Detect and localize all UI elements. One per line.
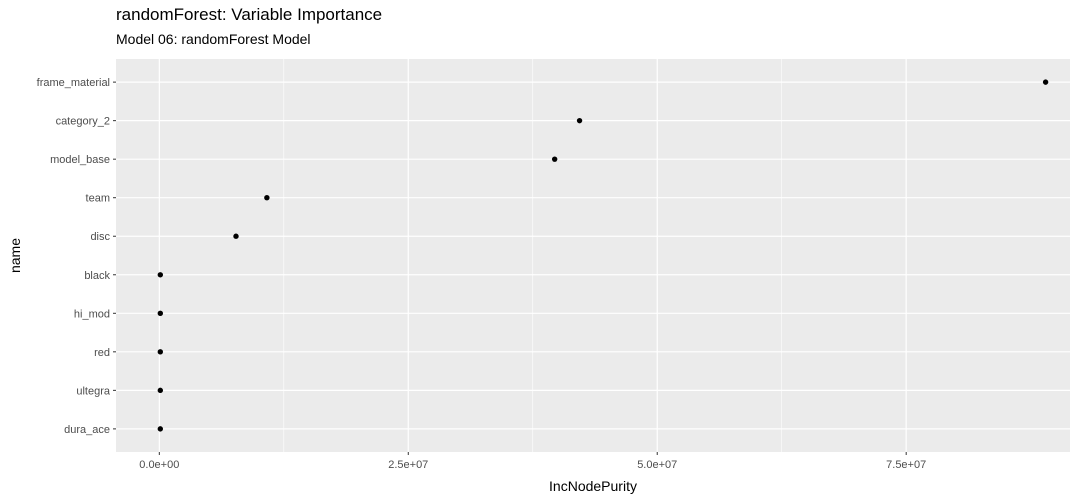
y-tick-label: ultegra xyxy=(76,385,111,397)
data-point-ultegra xyxy=(157,387,164,394)
plot-panel xyxy=(116,59,1070,452)
data-point-disc xyxy=(233,233,239,239)
minor-gridlines xyxy=(283,59,783,452)
data-point-team xyxy=(264,195,270,201)
x-tick-label: 5.0e+07 xyxy=(637,459,677,471)
x-axis-title: IncNodePurity xyxy=(549,478,637,494)
data-points xyxy=(157,79,1049,432)
data-point-hi_mod xyxy=(157,310,164,316)
x-axis-ticks: 0.0e+00 2.5e+07 5.0e+07 7.5e+07 xyxy=(139,452,926,471)
data-point-model_base xyxy=(551,156,558,162)
y-tick-label: hi_mod xyxy=(74,308,110,320)
x-tick-label: 0.0e+00 xyxy=(139,459,179,471)
x-tick-label: 2.5e+07 xyxy=(388,459,428,471)
major-gridlines xyxy=(116,59,1070,452)
x-tick-label: 7.5e+07 xyxy=(886,459,926,471)
data-point-frame_material xyxy=(1042,79,1049,85)
data-point-dura_ace xyxy=(157,426,164,432)
data-point-black xyxy=(157,272,164,278)
y-tick-label: frame_material xyxy=(37,77,110,89)
y-tick-label: category_2 xyxy=(56,116,110,128)
data-point-category_2 xyxy=(576,117,583,124)
y-tick-label: model_base xyxy=(50,154,110,166)
data-point-red xyxy=(157,349,164,355)
chart-title: randomForest: Variable Importance xyxy=(116,5,383,24)
y-axis-title: name xyxy=(7,238,23,273)
chart-subtitle: Model 06: randomForest Model xyxy=(116,31,311,47)
y-tick-label: red xyxy=(94,347,110,359)
y-tick-label: black xyxy=(84,270,110,282)
y-tick-label: dura_ace xyxy=(64,424,110,436)
y-tick-label: team xyxy=(86,193,110,205)
y-tick-label: disc xyxy=(90,231,110,243)
